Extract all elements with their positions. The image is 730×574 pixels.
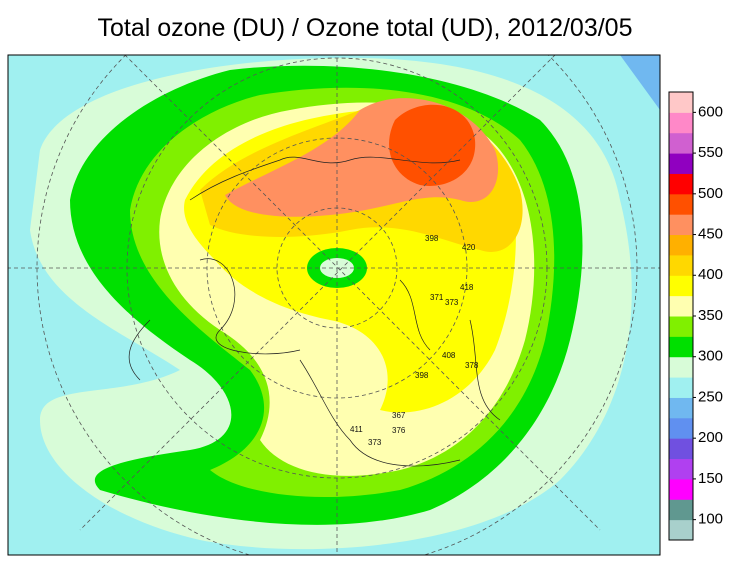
contour-475 <box>389 104 476 186</box>
colorbar-band <box>669 173 693 195</box>
colorbar-band <box>669 499 693 521</box>
colorbar-band <box>669 92 693 113</box>
colorbar-band <box>669 397 693 419</box>
colorbar-band <box>669 356 693 378</box>
colorbar-band <box>669 295 693 317</box>
colorbar-band <box>669 254 693 276</box>
colorbar-label: 500 <box>698 185 723 202</box>
colorbar-label: 450 <box>698 226 723 243</box>
colorbar-band <box>669 478 693 500</box>
colorbar-band <box>669 112 693 134</box>
colorbar-band <box>669 153 693 174</box>
colorbar-band <box>669 417 693 439</box>
station-value: 373 <box>368 438 382 447</box>
colorbar-band <box>669 316 693 337</box>
colorbar-band <box>669 234 693 256</box>
colorbar-label: 350 <box>698 307 723 324</box>
colorbar-label: 550 <box>698 144 723 161</box>
station-value: 411 <box>350 425 363 434</box>
station-value: 373 <box>445 298 459 307</box>
colorbar-band <box>669 275 693 297</box>
map-frame <box>7 54 661 556</box>
station-value: 420 <box>462 243 476 252</box>
colorbar-label: 150 <box>698 470 723 487</box>
colorbar-band <box>669 336 693 358</box>
station-value: 367 <box>392 411 406 420</box>
station-value: 378 <box>465 361 479 370</box>
colorbar-band <box>669 193 693 215</box>
station-value: 398 <box>425 234 439 243</box>
station-value: 408 <box>442 351 456 360</box>
colorbar: 100 150 200 250 300 350 400 450 500 550 600 <box>668 91 723 541</box>
colorbar-label: 200 <box>698 429 723 446</box>
colorbar-label: 600 <box>698 103 723 120</box>
coastlines <box>128 156 501 467</box>
low-ozone-region <box>620 55 660 110</box>
station-value: 418 <box>460 283 474 292</box>
map <box>7 54 661 556</box>
station-value: 398 <box>415 371 429 380</box>
graticule <box>8 55 660 555</box>
colorbar-band <box>669 214 693 236</box>
station-value: 376 <box>392 426 406 435</box>
colorbar-band <box>669 132 693 154</box>
station-value: 371 <box>430 293 444 302</box>
colorbar-band <box>669 377 693 398</box>
colorbar-band <box>669 519 693 541</box>
colorbar-band <box>669 458 693 480</box>
colorbar-label: 250 <box>698 388 723 405</box>
title: Total ozone (DU) / Ozone total (UD), 201… <box>98 14 633 42</box>
colorbar-label: 100 <box>698 511 723 528</box>
colorbar-label: 400 <box>698 266 723 283</box>
colorbar-label: 300 <box>698 348 723 365</box>
colorbar-band <box>669 438 693 460</box>
